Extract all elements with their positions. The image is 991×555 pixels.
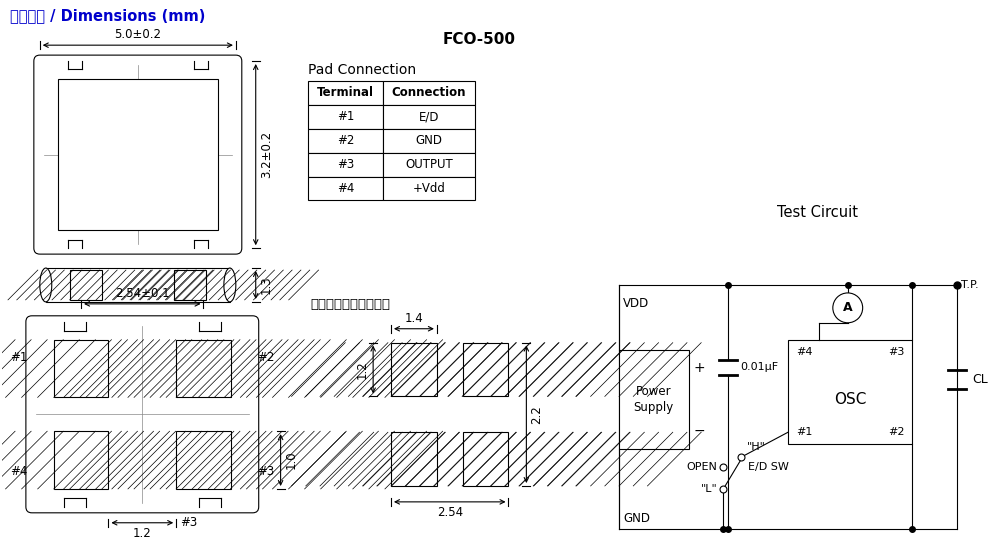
- Text: #4: #4: [11, 465, 28, 478]
- Text: 参考ランドパターン図: 参考ランドパターン図: [310, 298, 390, 311]
- Text: 1.0: 1.0: [284, 451, 297, 470]
- Bar: [69, 270, 101, 300]
- Bar: [67, 240, 81, 250]
- Circle shape: [832, 293, 863, 323]
- Text: CL: CL: [972, 373, 988, 386]
- Text: 2.54±0.1: 2.54±0.1: [115, 287, 169, 300]
- Text: 2.54: 2.54: [437, 506, 463, 519]
- Bar: [391, 432, 437, 486]
- Text: "L": "L": [701, 484, 717, 494]
- Bar: [619, 350, 689, 449]
- Bar: [788, 340, 913, 444]
- Text: #3: #3: [888, 347, 905, 357]
- Bar: [384, 81, 475, 105]
- Bar: [54, 340, 108, 397]
- Bar: [308, 105, 384, 129]
- Text: 5.0±0.2: 5.0±0.2: [114, 28, 162, 41]
- Bar: [67, 59, 81, 69]
- Bar: [54, 431, 108, 489]
- Bar: [176, 431, 231, 489]
- Text: #1: #1: [11, 351, 28, 364]
- Bar: [308, 153, 384, 176]
- Text: 1.4: 1.4: [404, 312, 423, 325]
- Text: #3: #3: [257, 465, 274, 478]
- Text: 2.2: 2.2: [530, 405, 543, 423]
- Text: FCO-500: FCO-500: [443, 32, 516, 47]
- Text: −: −: [694, 424, 706, 438]
- Text: Supply: Supply: [633, 401, 674, 414]
- Text: #2: #2: [337, 134, 355, 147]
- Ellipse shape: [40, 268, 52, 302]
- Text: #3: #3: [337, 158, 355, 171]
- Text: 1.2: 1.2: [356, 360, 370, 379]
- Bar: [57, 79, 218, 230]
- FancyBboxPatch shape: [34, 55, 242, 254]
- Text: #4: #4: [337, 182, 355, 195]
- Text: "H": "H": [747, 442, 766, 452]
- Text: E/D SW: E/D SW: [748, 462, 789, 472]
- Text: GND: GND: [415, 134, 442, 147]
- Text: #4: #4: [796, 347, 813, 357]
- Bar: [194, 59, 208, 69]
- Bar: [384, 153, 475, 176]
- Ellipse shape: [224, 268, 236, 302]
- Text: OPEN: OPEN: [687, 462, 717, 472]
- Text: OUTPUT: OUTPUT: [405, 158, 453, 171]
- Bar: [63, 498, 85, 509]
- Bar: [176, 340, 231, 397]
- Text: +: +: [694, 361, 706, 375]
- Text: 3.2±0.2: 3.2±0.2: [260, 131, 273, 178]
- Bar: [391, 342, 437, 396]
- Text: T.P.: T.P.: [961, 280, 979, 290]
- Text: #1: #1: [796, 427, 813, 437]
- FancyBboxPatch shape: [26, 316, 259, 513]
- Text: #3: #3: [180, 516, 197, 529]
- Text: +Vdd: +Vdd: [412, 182, 445, 195]
- Text: Pad Connection: Pad Connection: [308, 63, 416, 77]
- Text: Test Circuit: Test Circuit: [777, 205, 858, 220]
- Bar: [174, 270, 206, 300]
- Bar: [199, 320, 221, 331]
- Bar: [308, 81, 384, 105]
- Text: #2: #2: [257, 351, 275, 364]
- Text: 0.01μF: 0.01μF: [740, 362, 778, 372]
- Text: #2: #2: [888, 427, 905, 437]
- Bar: [46, 268, 230, 302]
- Text: #1: #1: [337, 110, 355, 123]
- Text: Terminal: Terminal: [317, 87, 375, 99]
- Bar: [384, 176, 475, 200]
- Bar: [199, 498, 221, 509]
- Bar: [384, 105, 475, 129]
- Bar: [463, 432, 508, 486]
- Text: 外形寸法 / Dimensions (mm): 外形寸法 / Dimensions (mm): [10, 8, 205, 23]
- Bar: [384, 129, 475, 153]
- Text: A: A: [843, 301, 852, 314]
- Bar: [308, 129, 384, 153]
- Bar: [308, 176, 384, 200]
- Text: E/D: E/D: [418, 110, 439, 123]
- Text: 1.3: 1.3: [260, 276, 273, 294]
- Text: VDD: VDD: [623, 297, 649, 310]
- Bar: [63, 320, 85, 331]
- Text: 1.2: 1.2: [133, 527, 152, 540]
- Text: GND: GND: [623, 512, 650, 525]
- Bar: [194, 240, 208, 250]
- Text: Power: Power: [636, 385, 672, 398]
- Text: Connection: Connection: [391, 87, 466, 99]
- Bar: [463, 342, 508, 396]
- Text: OSC: OSC: [834, 392, 866, 407]
